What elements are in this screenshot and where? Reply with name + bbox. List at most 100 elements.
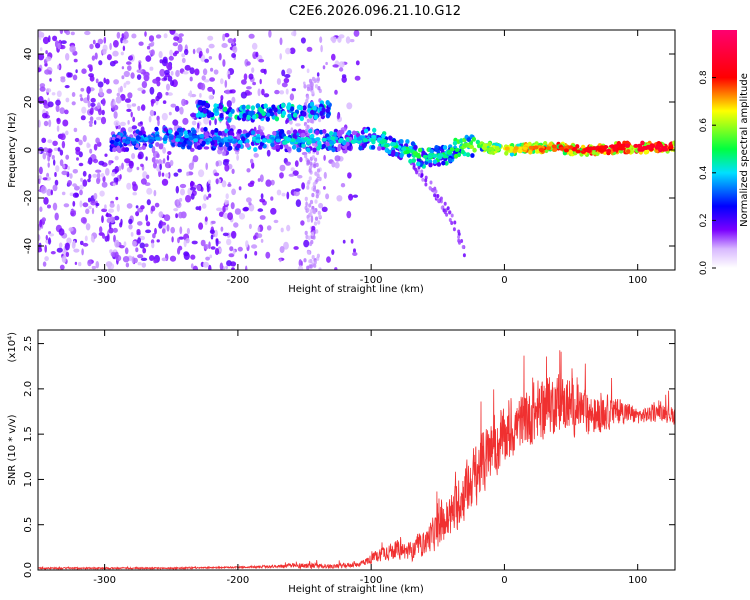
noise-dot	[95, 137, 100, 144]
colorbar-gradient	[712, 30, 737, 268]
ridge-dot	[204, 132, 209, 138]
noise-dot	[161, 257, 167, 262]
noise-dot	[266, 149, 271, 157]
noise-dot	[231, 96, 236, 104]
noise-dot	[177, 168, 182, 173]
noise-dot	[257, 226, 261, 233]
ridge-dot	[535, 149, 540, 154]
noise-dot	[59, 107, 65, 114]
noise-dot	[263, 93, 270, 98]
noise-dot	[323, 154, 326, 161]
ridge-dot	[629, 149, 635, 154]
ridge-dot	[261, 111, 266, 117]
noise-dot	[93, 158, 99, 164]
noise-dot	[142, 171, 148, 179]
noise-dot	[331, 53, 336, 61]
branch-dot	[448, 218, 452, 222]
ridge-core-dot	[412, 151, 418, 156]
noise-dot	[216, 207, 223, 212]
noise-dot	[315, 162, 319, 168]
ridge-dot	[370, 145, 376, 150]
ridge-dot	[266, 112, 271, 118]
branch-dot	[415, 170, 419, 175]
ridge-core-dot	[575, 149, 581, 154]
noise-dot	[248, 223, 252, 230]
noise-dot	[286, 224, 291, 232]
branch-dot	[450, 221, 454, 225]
noise-dot	[43, 120, 49, 127]
noise-dot	[61, 191, 66, 196]
ridge-dot	[218, 103, 224, 110]
ridge-core-dot	[356, 136, 362, 141]
ridge-dot	[277, 109, 282, 115]
ridge-core-dot	[508, 146, 514, 150]
noise-dot	[289, 47, 296, 55]
noise-dot	[248, 202, 252, 206]
noise-dot	[59, 159, 64, 167]
noise-dot	[55, 104, 60, 113]
ridge-dot	[258, 106, 263, 113]
noise-dot	[231, 230, 237, 239]
noise-dot	[86, 93, 90, 102]
noise-dot	[60, 76, 66, 80]
noise-dot	[330, 36, 337, 42]
noise-dot	[207, 179, 212, 184]
noise-dot	[246, 61, 251, 66]
figure-title: C2E6.2026.096.21.10.G12	[289, 4, 461, 19]
noise-dot	[54, 172, 57, 177]
noise-dot	[279, 53, 283, 60]
noise-dot	[39, 219, 43, 228]
noise-dot	[303, 81, 306, 85]
ridge-dot	[289, 106, 295, 112]
noise-dot	[82, 242, 89, 247]
noise-dot	[251, 67, 255, 73]
noise-dot	[279, 37, 283, 46]
noise-dot	[192, 155, 199, 163]
noise-dot	[284, 74, 291, 78]
noise-dot	[180, 188, 185, 196]
colorbar-tick-label: 0.8	[699, 70, 709, 85]
ridge-dot	[198, 106, 203, 112]
noise-dot	[208, 119, 212, 126]
ridge-dot	[154, 126, 159, 132]
noise-dot	[152, 162, 158, 169]
ridge-core-dot	[255, 139, 261, 144]
ridge-dot	[325, 100, 330, 106]
noise-dot	[253, 153, 259, 158]
noise-dot	[59, 30, 64, 35]
noise-dot	[169, 30, 176, 35]
noise-dot	[38, 149, 41, 155]
noise-dot	[259, 215, 266, 220]
ridge-dot	[322, 129, 327, 134]
noise-dot	[181, 57, 186, 64]
ridge-core-dot	[613, 144, 619, 149]
noise-dot	[200, 239, 206, 247]
ridge-dot	[163, 127, 168, 132]
noise-dot	[90, 200, 97, 206]
noise-dot	[150, 49, 155, 56]
noise-dot	[221, 180, 227, 188]
noise-dot	[109, 202, 115, 208]
noise-dot	[149, 86, 155, 95]
noise-dot	[309, 258, 313, 264]
noise-dot	[82, 170, 87, 177]
ridge-dot	[237, 140, 242, 145]
ridge-dot	[296, 147, 301, 153]
noise-dot	[73, 58, 78, 63]
ridge-dot	[274, 116, 280, 122]
ridge-dot	[197, 99, 202, 106]
noise-dot	[310, 215, 314, 223]
noise-dot	[97, 81, 104, 88]
noise-dot	[204, 216, 208, 222]
ridge-dot	[181, 142, 186, 148]
ridge-dot	[245, 142, 250, 148]
noise-dot	[316, 77, 320, 82]
noise-dot	[279, 164, 286, 172]
ridge-core-dot	[517, 149, 523, 154]
noise-dot	[174, 105, 180, 112]
ridge-dot	[225, 142, 230, 148]
noise-dot	[352, 252, 358, 256]
ridge-dot	[429, 149, 434, 154]
noise-dot	[84, 30, 91, 36]
ridge-dot	[255, 103, 260, 109]
